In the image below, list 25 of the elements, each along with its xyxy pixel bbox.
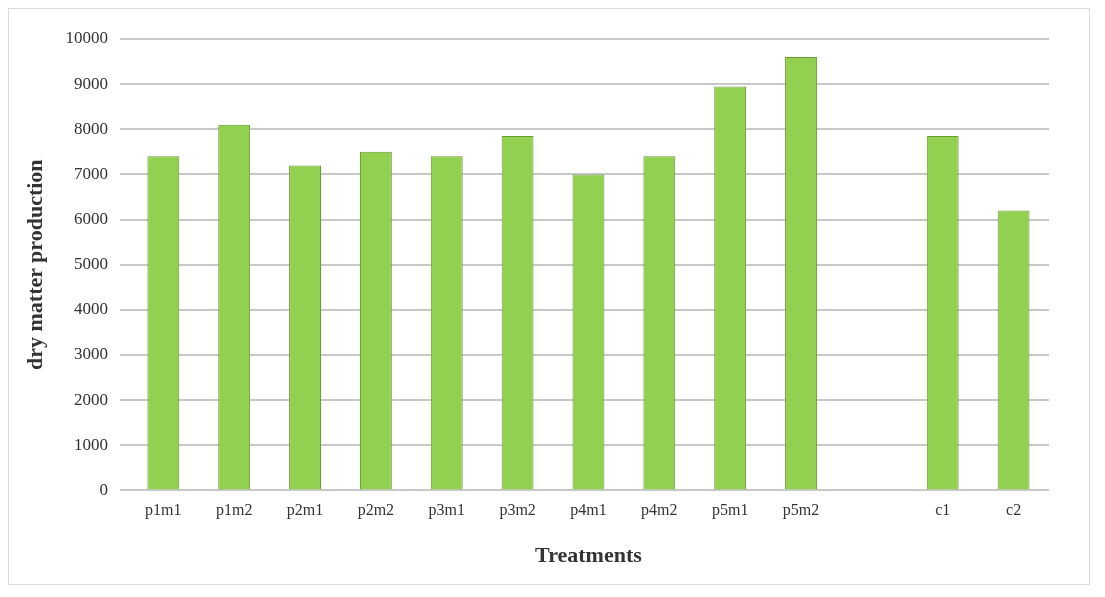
x-tick-label: p1m1 [145, 501, 182, 520]
x-tick-label: c1 [935, 501, 951, 519]
y-tick-label: 2000 [73, 389, 108, 409]
y-tick-label: 9000 [73, 73, 108, 93]
y-tick-label: 6000 [73, 209, 108, 229]
x-tick-label: p4m1 [570, 501, 607, 520]
y-tick-label: 10000 [65, 28, 108, 48]
y-tick-label: 5000 [73, 254, 108, 274]
x-tick-label: p3m1 [428, 501, 465, 520]
x-tick-label: p4m2 [641, 501, 678, 520]
x-tick-label: p2m2 [357, 501, 395, 520]
x-tick-label: p5m1 [711, 501, 749, 520]
y-axis-title: dry matter production [21, 159, 47, 371]
x-tick-label: p2m1 [286, 501, 324, 520]
y-tick-label: 1000 [73, 434, 108, 454]
x-tick-label: c2 [1006, 501, 1022, 519]
x-axis-title: Treatments [535, 542, 643, 568]
y-tick-label: 7000 [73, 163, 108, 183]
x-tick-label: p1m2 [215, 501, 253, 520]
y-tick-label: 4000 [73, 299, 108, 319]
y-tick-label: 3000 [73, 344, 108, 364]
x-tick-label: p5m2 [782, 501, 820, 520]
y-tick-label: 8000 [73, 118, 108, 138]
x-tick-label: p3m2 [499, 501, 536, 520]
y-tick-label: 0 [99, 479, 108, 499]
